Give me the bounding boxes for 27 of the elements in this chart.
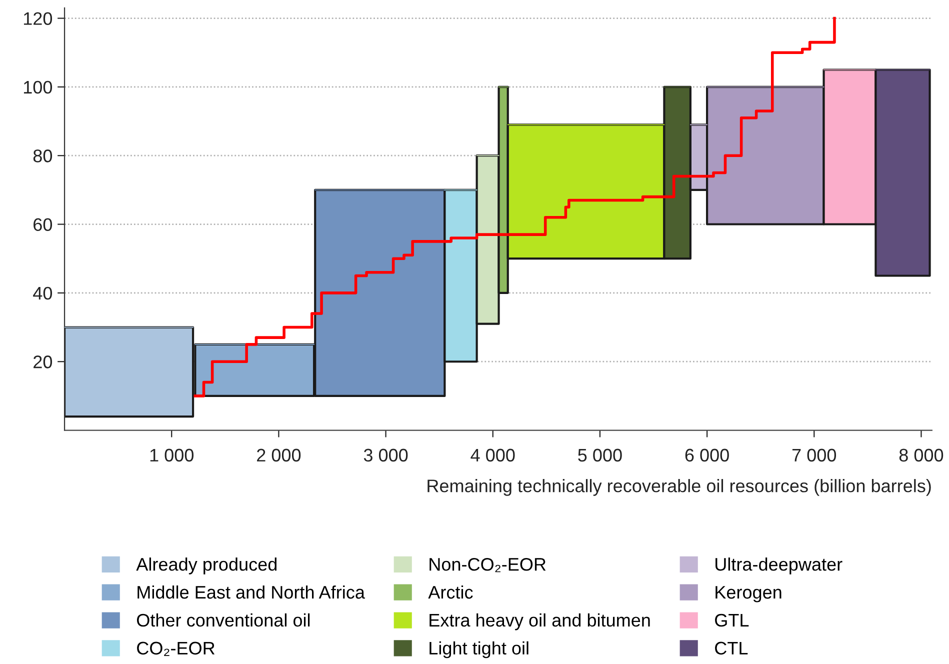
legend-label: Kerogen xyxy=(716,586,782,602)
y-tick-label: 80 xyxy=(33,150,52,162)
legend-label: Light tight oil xyxy=(430,641,528,658)
y-tick-label: 100 xyxy=(24,80,52,94)
x-tick-label: 6 000 xyxy=(685,448,729,462)
legend-label: Extra heavy oil and bitumen xyxy=(430,613,650,630)
x-tick-label: 4 000 xyxy=(470,448,515,462)
legend-label: Middle East and North Africa xyxy=(138,585,365,599)
legend-label: Non-CO₂-EOR xyxy=(430,558,546,572)
x-axis-title: Remaining technically recoverable oil resources (billion barrels) xyxy=(428,479,931,496)
x-tick-label: 5 000 xyxy=(578,448,622,462)
x-tick-label: 7 000 xyxy=(792,448,836,462)
legend-label: Arctic xyxy=(428,585,473,599)
legend-label: Other conventional oil xyxy=(136,613,310,627)
x-tick-label: 8 000 xyxy=(899,448,944,462)
legend-label: CTL xyxy=(715,642,748,655)
y-tick-label: 20 xyxy=(34,356,52,368)
x-tick-label: 3 000 xyxy=(364,448,408,462)
legend-label: Ultra-deepwater xyxy=(716,558,842,574)
y-tick-label: 120 xyxy=(24,12,52,25)
legend-label: Already produced xyxy=(136,558,276,574)
y-tick-label: 60 xyxy=(34,218,52,231)
legend-label: CO₂-EOR xyxy=(137,642,215,656)
legend-label: GTL xyxy=(715,614,749,627)
x-tick-label: 2 000 xyxy=(257,448,301,462)
y-tick-label: 40 xyxy=(33,286,52,300)
x-tick-label: 1 000 xyxy=(150,448,194,462)
